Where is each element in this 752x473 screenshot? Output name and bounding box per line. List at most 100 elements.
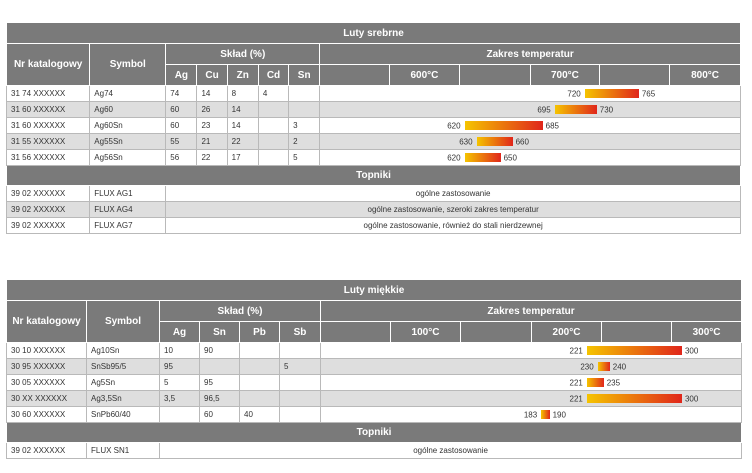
symbol: FLUX AG7: [89, 217, 167, 234]
temp-range-cell: 720 765: [319, 85, 741, 102]
composition-value: 56: [165, 149, 198, 166]
catalog-number: 30 95 XXXXXX: [6, 358, 87, 375]
composition-value: 22: [226, 133, 259, 150]
table-row: 31 60 XXXXXX Ag60Sn 60 23 14 3 620 685: [5, 117, 741, 134]
flux-row: 39 02 XXXXXX FLUX AG1 ogólne zastosowanie: [5, 185, 741, 202]
catalog-number: 31 60 XXXXXX: [5, 117, 91, 134]
temp-min-label: 720: [567, 89, 581, 98]
composition-value: [257, 149, 290, 166]
composition-value: [199, 358, 240, 375]
composition-value: [288, 101, 321, 118]
temp-max-label: 685: [545, 121, 560, 130]
symbol: SnSb95/5: [86, 358, 160, 375]
temp-range-bar: [464, 153, 501, 162]
temp-label: 300°C: [670, 321, 743, 343]
composition-value: 40: [239, 406, 280, 423]
composition-value: 90: [199, 342, 240, 359]
flux-description: ogólne zastosowanie: [158, 442, 743, 459]
element-header: Sn: [199, 321, 240, 343]
temp-max-label: 765: [641, 89, 656, 98]
symbol: Ag55Sn: [89, 133, 167, 150]
temp-min-label: 630: [459, 137, 473, 146]
temp-min-label: 230: [580, 362, 594, 371]
symbol: FLUX SN1: [86, 442, 160, 459]
composition-value: 5: [159, 374, 200, 391]
soft-solder-table: Luty miękkie Nr katalogowy Symbol Skład …: [5, 279, 743, 459]
temp-min-label: 183: [523, 410, 538, 419]
symbol: Ag56Sn: [89, 149, 167, 166]
composition-value: [279, 390, 321, 407]
col-temp-header: Zakres temperatur: [319, 300, 743, 322]
composition-value: 10: [159, 342, 200, 359]
flux-description: ogólne zastosowanie: [165, 185, 741, 202]
element-header: Cu: [196, 64, 228, 86]
temp-range-bar: [586, 394, 682, 403]
col-composition-header: Skład (%): [165, 43, 321, 65]
temp-range-cell: 230 240: [319, 358, 743, 375]
symbol: Ag60Sn: [89, 117, 167, 134]
catalog-number: 30 60 XXXXXX: [6, 406, 87, 423]
table-row: 31 74 XXXXXX Ag74 74 14 8 4 720 765: [5, 85, 741, 102]
composition-value: [239, 374, 280, 391]
catalog-number: 30 XX XXXXXX: [6, 390, 87, 407]
temp-max-label: 300: [684, 346, 699, 355]
temp-spacer: [460, 321, 532, 343]
composition-value: 3: [288, 117, 321, 134]
symbol: Ag10Sn: [86, 342, 160, 359]
composition-value: 96,5: [199, 390, 240, 407]
temp-max-label: 660: [515, 137, 529, 146]
col-temp-header: Zakres temperatur: [319, 43, 741, 65]
flux-title: Topniki: [6, 165, 741, 186]
symbol: FLUX AG1: [89, 185, 167, 202]
composition-value: 5: [288, 149, 321, 166]
table-row: 31 55 XXXXXX Ag55Sn 55 21 22 2 630 660: [5, 133, 741, 150]
flux-row: 39 02 XXXXXX FLUX AG4 ogólne zastosowanie,…: [5, 201, 741, 218]
composition-value: 2: [288, 133, 321, 150]
temp-range-cell: 221 300: [319, 390, 743, 407]
composition-value: [279, 374, 321, 391]
composition-value: [288, 85, 321, 102]
composition-value: [257, 101, 290, 118]
temp-label: 100°C: [390, 321, 461, 343]
col-symbol-header: Symbol: [86, 300, 160, 343]
table-row: 30 95 XXXXXX SnSb95/5 95 5 230 240: [6, 358, 743, 375]
symbol: Ag5Sn: [86, 374, 160, 391]
temp-range-cell: 620 685: [319, 117, 741, 134]
temp-spacer: [458, 64, 531, 86]
table-row: 31 56 XXXXXX Ag56Sn 56 22 17 5 620 650: [5, 149, 741, 166]
temp-range-bar: [586, 378, 604, 387]
temp-label: 600°C: [389, 64, 460, 86]
composition-value: [239, 342, 280, 359]
col-catalog-header: Nr katalogowy: [6, 300, 87, 343]
temp-range-cell: 695 730: [319, 101, 741, 118]
composition-value: [257, 117, 290, 134]
flux-row: 39 02 XXXXXX FLUX AG7 ogólne zastosowanie,…: [5, 217, 741, 234]
temp-min-label: 221: [569, 346, 583, 355]
composition-value: 5: [279, 358, 321, 375]
composition-value: 22: [196, 149, 228, 166]
composition-value: 3,5: [159, 390, 200, 407]
col-catalog-header: Nr katalogowy: [5, 43, 91, 86]
temp-min-label: 221: [569, 394, 583, 403]
temp-max-label: 240: [612, 362, 627, 371]
catalog-number: 31 60 XXXXXX: [5, 101, 91, 118]
composition-value: [239, 390, 280, 407]
composition-value: 4: [257, 85, 290, 102]
temp-max-label: 300: [684, 394, 699, 403]
temp-range-cell: 183 190: [319, 406, 743, 423]
silver-solder-table: Luty srebrne Nr katalogowy Symbol Skład …: [5, 22, 741, 234]
temp-range-bar: [464, 121, 543, 130]
temp-min-label: 620: [447, 153, 461, 162]
temp-spacer: [319, 64, 391, 86]
symbol: Ag3,5Sn: [86, 390, 160, 407]
element-header: Ag: [165, 64, 198, 86]
symbol: SnPb60/40: [86, 406, 160, 423]
temp-spacer: [601, 321, 672, 343]
symbol: FLUX AG4: [89, 201, 167, 218]
composition-value: 95: [199, 374, 240, 391]
temp-range-cell: 221 235: [319, 374, 743, 391]
silver-title: Luty srebrne: [6, 22, 741, 44]
soft-title: Luty miękkie: [5, 279, 743, 301]
catalog-number: 31 74 XXXXXX: [5, 85, 91, 102]
temp-max-label: 650: [503, 153, 517, 162]
